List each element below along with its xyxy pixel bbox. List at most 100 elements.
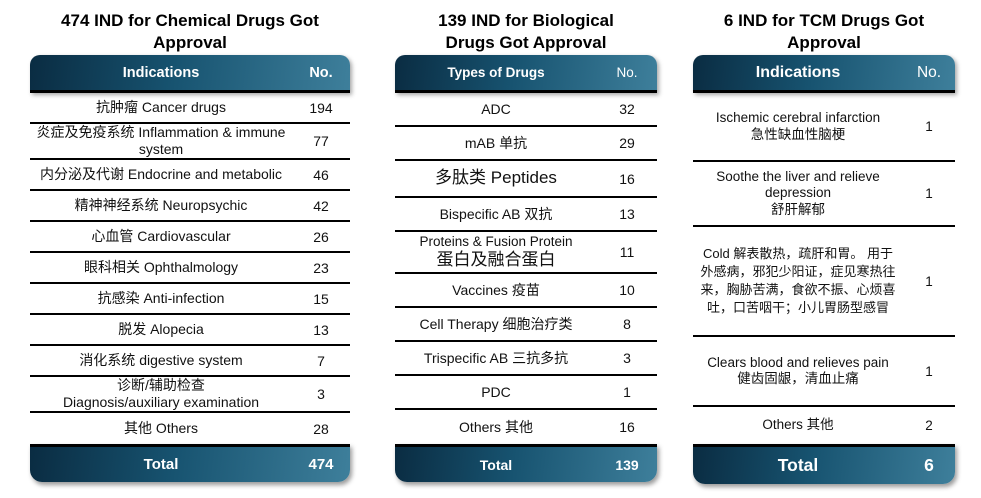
row-value: 16	[619, 170, 635, 187]
table-row: 抗肿瘤 Cancer drugs 194	[30, 93, 350, 124]
column-header-no: No.	[916, 63, 942, 81]
total-label: Total	[143, 456, 179, 473]
row-label: Trispecific AB 三抗多抗	[423, 349, 569, 366]
chemical-table-title-text: 474 IND for Chemical Drugs Got Approval	[61, 11, 319, 52]
row-label: Bispecific AB 双抗	[439, 205, 553, 222]
column-header-indications: Indications	[755, 63, 841, 81]
row-value: 16	[619, 419, 635, 435]
row-value: 32	[619, 101, 635, 117]
row-label: 精神神经系统 Neuropsychic	[74, 197, 248, 214]
table-row: Others 其他 16	[395, 410, 657, 444]
ind-approval-tables: 474 IND for Chemical Drugs Got Approval …	[30, 0, 955, 484]
table-row: 多肽类 Peptides 16	[395, 161, 657, 198]
column-header-no: No.	[616, 65, 638, 80]
chemical-table-body: 抗肿瘤 Cancer drugs 194 炎症及免疫系统 Inflammatio…	[30, 93, 350, 444]
table-row: Clears blood and relieves pain 健齿固龈，清血止痛 …	[693, 337, 955, 407]
row-value: 1	[925, 363, 933, 379]
column-header-types-of-drugs: Types of Drugs	[447, 65, 545, 80]
total-value: 474	[308, 456, 334, 473]
table-row: Bispecific AB 双抗 13	[395, 198, 657, 232]
row-label: Others 其他	[762, 417, 834, 433]
total-label: Total	[777, 455, 819, 475]
tcm-drugs-table: 6 IND for TCM Drugs Got Approval Indicat…	[693, 0, 955, 484]
row-label: Clears blood and relieves pain 健齿固龈，清血止痛	[707, 354, 889, 386]
row-label: Cold 解表散热，疏肝和胃。 用于外感病，邪犯少阳证，症见寒热往来，胸胁苦满，…	[700, 246, 896, 315]
tcm-table-title: 6 IND for TCM Drugs Got Approval	[693, 0, 955, 55]
table-row: PDC 1	[395, 376, 657, 410]
table-row: 内分泌及代谢 Endocrine and metabolic 46	[30, 160, 350, 191]
row-label: PDC	[481, 383, 511, 400]
row-label: Ischemic cerebral infarction 急性缺血性脑梗	[715, 110, 881, 142]
biological-table-title: 139 IND for Biological Drugs Got Approva…	[395, 0, 657, 55]
biological-table-header: Types of Drugs No.	[395, 55, 657, 93]
table-row: 脱发 Alopecia 13	[30, 315, 350, 346]
biological-table-body: ADC 32 mAB 单抗 29 多肽类 Peptides 16 Bispeci…	[395, 93, 657, 444]
row-value: 42	[313, 197, 329, 214]
row-value: 194	[309, 99, 333, 116]
row-label: 多肽类 Peptides	[435, 168, 557, 188]
table-row: 其他 Others 28	[30, 413, 350, 444]
column-header-no: No.	[309, 64, 333, 81]
row-value: 11	[619, 244, 635, 260]
column-header-indications: Indications	[122, 64, 200, 81]
table-row: ADC 32	[395, 93, 657, 127]
table-row: Soothe the liver and relieve depression 舒…	[693, 162, 955, 227]
biological-drugs-table: 139 IND for Biological Drugs Got Approva…	[395, 0, 657, 484]
row-value: 1	[925, 186, 933, 201]
table-row: Cell Therapy 细胞治疗类 8	[395, 308, 657, 342]
row-value: 13	[619, 206, 635, 222]
tcm-table-total-row: Total 6	[693, 444, 955, 484]
row-value: 28	[313, 420, 329, 437]
tcm-table-header: Indications No.	[693, 55, 955, 93]
table-row: Others 其他 2	[693, 407, 955, 444]
row-value: 77	[313, 133, 329, 149]
biological-table-title-text: 139 IND for Biological Drugs Got Approva…	[438, 11, 614, 52]
table-row: 精神神经系统 Neuropsychic 42	[30, 191, 350, 222]
biological-table-total-row: Total 139	[395, 444, 657, 482]
row-value: 7	[317, 352, 325, 369]
row-label: 其他 Others	[124, 420, 198, 437]
row-label: 抗肿瘤 Cancer drugs	[96, 99, 226, 116]
row-label: 抗感染 Anti-infection	[97, 290, 225, 307]
row-label: 脱发 Alopecia	[118, 321, 204, 338]
total-label: Total	[479, 456, 513, 473]
chemical-drugs-table: 474 IND for Chemical Drugs Got Approval …	[30, 0, 350, 484]
chemical-table-title: 474 IND for Chemical Drugs Got Approval	[30, 0, 350, 55]
row-label: 心血管 Cardiovascular	[91, 228, 231, 245]
table-row: Trispecific AB 三抗多抗 3	[395, 342, 657, 376]
table-row: mAB 单抗 29	[395, 127, 657, 161]
table-row: Ischemic cerebral infarction 急性缺血性脑梗 1	[693, 93, 955, 162]
table-row: 心血管 Cardiovascular 26	[30, 222, 350, 253]
tcm-table-body: Ischemic cerebral infarction 急性缺血性脑梗 1 So…	[693, 93, 955, 444]
row-value: 1	[925, 119, 933, 134]
row-value: 26	[313, 228, 329, 245]
row-label: 消化系统 digestive system	[79, 352, 243, 369]
row-value: 3	[317, 386, 325, 402]
row-label: 诊断/辅助检查 Diagnosis/auxiliary examination	[62, 377, 260, 410]
row-value: 23	[313, 259, 329, 276]
row-value: 2	[925, 418, 933, 433]
chemical-table-total-row: Total 474	[30, 444, 350, 482]
row-label: Others 其他	[459, 418, 533, 435]
table-row: 消化系统 digestive system 7	[30, 346, 350, 377]
table-row: 抗感染 Anti-infection 15	[30, 284, 350, 315]
total-value: 139	[615, 456, 639, 473]
total-value: 6	[924, 455, 934, 475]
row-value: 29	[619, 135, 635, 151]
row-value: 46	[313, 166, 329, 183]
row-label: ADC	[481, 100, 511, 117]
row-value: 1	[623, 384, 631, 400]
row-label: Soothe the liver and relieve depression 舒…	[716, 169, 880, 217]
row-label: 眼科相关 Ophthalmology	[83, 259, 239, 276]
table-row: Vaccines 疫苗 10	[395, 274, 657, 308]
table-row: Cold 解表散热，疏肝和胃。 用于外感病，邪犯少阳证，症见寒热往来，胸胁苦满，…	[693, 227, 955, 337]
table-row: Proteins & Fusion Protein 蛋白及融合蛋白 11	[395, 232, 657, 274]
row-label: mAB 单抗	[464, 134, 528, 151]
row-label: Vaccines 疫苗	[452, 281, 540, 298]
row-label: 炎症及免疫系统 Inflammation & immune system	[36, 124, 286, 157]
table-row: 眼科相关 Ophthalmology 23	[30, 253, 350, 284]
row-value: 1	[925, 273, 933, 289]
row-label: 内分泌及代谢 Endocrine and metabolic	[40, 166, 282, 183]
row-value: 3	[623, 350, 631, 366]
row-value: 13	[313, 321, 329, 338]
